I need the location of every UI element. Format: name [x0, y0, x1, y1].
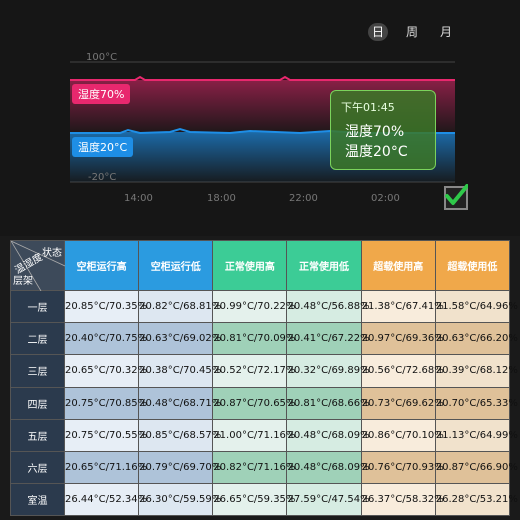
table-cell: 20.85°C/70.35% — [63, 290, 147, 324]
table-cell: 26.65°C/59.35% — [212, 482, 295, 517]
tooltip-temp: 温度20°C — [345, 144, 408, 160]
period-day[interactable]: 日 — [368, 23, 388, 41]
table-cell: 26.37°C/58.32% — [360, 482, 444, 517]
table-cell: 20.82°C/68.81% — [138, 290, 221, 324]
table-row: 二层 20.40°C/70.75% 20.63°C/69.02% 20.81°C/70… — [10, 322, 518, 356]
table-cell: 20.63°C/66.20% — [434, 322, 518, 356]
header-empty-low: 空柜运行低 — [138, 239, 214, 292]
table-cell: 20.97°C/69.36% — [360, 322, 444, 356]
row-label: 六层 — [10, 450, 65, 484]
trend-chart: 100°C -20°C 14:00 18:00 22:00 02:00 — [70, 52, 455, 204]
table-cell: 20.75°C/70.55% — [63, 418, 147, 452]
x-tick-3: 22:00 — [289, 193, 318, 204]
period-selector: 日 周 月 — [368, 23, 456, 41]
table-row: 五层 20.75°C/70.55% 20.85°C/68.57% 21.00°C/71… — [10, 418, 518, 452]
corner-status: 状态 — [42, 248, 62, 259]
table-cell: 20.81°C/70.09% — [212, 322, 295, 356]
tooltip-time: 下午01:45 — [341, 101, 395, 114]
x-tick-1: 14:00 — [124, 193, 153, 204]
table-cell: 26.28°C/53.21% — [434, 482, 518, 517]
table-cell: 20.52°C/72.17% — [212, 354, 295, 388]
temp-tag: 温度20°C — [72, 137, 134, 157]
x-tick-4: 02:00 — [371, 193, 400, 204]
check-icon[interactable] — [444, 184, 468, 210]
period-month[interactable]: 月 — [439, 25, 452, 39]
table-row: 六层 20.65°C/71.16% 20.79°C/69.70% 20.82°C/71… — [10, 450, 518, 484]
chart-panel: 日 周 月 100°C -20°C 14:00 18:00 22:00 02:0… — [0, 0, 520, 236]
humidity-tag: 湿度70% — [72, 84, 131, 104]
table-cell: 20.70°C/65.33% — [434, 386, 518, 420]
header-empty-high: 空柜运行高 — [63, 239, 140, 292]
measurement-table: 状态 温湿度 层架 空柜运行高 空柜运行低 正常使用高 正常使用低 超载使用高 … — [10, 239, 518, 517]
table-cell: 21.38°C/67.41% — [360, 290, 444, 324]
row-label: 五层 — [10, 418, 65, 452]
y-tick-top: 100°C — [86, 52, 117, 63]
corner-shelf: 层架 — [13, 276, 33, 288]
table-cell: 20.99°C/70.22% — [212, 290, 295, 324]
header-overload-low: 超载使用低 — [434, 239, 511, 292]
table-cell: 20.48°C/68.09% — [286, 418, 370, 452]
table-cell: 21.58°C/64.96% — [434, 290, 518, 324]
table-cell: 20.40°C/70.75% — [63, 322, 147, 356]
table-cell: 20.87°C/70.65% — [212, 386, 295, 420]
y-tick-bottom: -20°C — [88, 172, 116, 183]
table-cell: 20.85°C/68.57% — [138, 418, 221, 452]
row-label: 三层 — [10, 354, 65, 388]
table-cell: 20.48°C/68.71% — [138, 386, 221, 420]
tooltip-humidity: 湿度70% — [345, 124, 405, 140]
table-cell: 20.48°C/68.09% — [286, 450, 370, 484]
table-cell: 20.76°C/70.93% — [360, 450, 444, 484]
table-cell: 27.59°C/47.54% — [286, 482, 370, 517]
row-label: 一层 — [10, 290, 65, 324]
table-cell: 26.30°C/59.59% — [138, 482, 221, 517]
table-corner: 状态 温湿度 层架 — [10, 239, 65, 292]
row-label: 室温 — [10, 482, 65, 517]
table-header-row: 状态 温湿度 层架 空柜运行高 空柜运行低 正常使用高 正常使用低 超载使用高 … — [10, 239, 511, 292]
table-cell: 20.65°C/70.32% — [63, 354, 147, 388]
table-cell: 20.48°C/56.88% — [286, 290, 370, 324]
row-label: 二层 — [10, 322, 65, 356]
header-normal-low: 正常使用低 — [286, 239, 362, 292]
table-cell: 20.86°C/70.10% — [360, 418, 444, 452]
period-week[interactable]: 周 — [405, 25, 418, 39]
table-cell: 20.81°C/68.66% — [286, 386, 370, 420]
table-cell: 20.73°C/69.62% — [360, 386, 444, 420]
table-cell: 20.39°C/68.12% — [434, 354, 518, 388]
table-cell: 21.13°C/64.99% — [434, 418, 518, 452]
table-cell: 20.56°C/72.68% — [360, 354, 444, 388]
table-cell: 20.63°C/69.02% — [138, 322, 221, 356]
table-body: 一层 20.85°C/70.35% 20.82°C/68.81% 20.99°C/70… — [10, 290, 518, 517]
table-cell: 26.44°C/52.34% — [63, 482, 147, 517]
table-row: 室温 26.44°C/52.34% 26.30°C/59.59% 26.65°C/59… — [10, 482, 518, 517]
header-normal-high: 正常使用高 — [212, 239, 288, 292]
table-cell: 20.87°C/66.90% — [434, 450, 518, 484]
table-cell: 21.00°C/71.16% — [212, 418, 295, 452]
table-row: 四层 20.75°C/70.85% 20.48°C/68.71% 20.87°C/70… — [10, 386, 518, 420]
table-cell: 20.41°C/67.22% — [286, 322, 370, 356]
table-cell: 20.32°C/69.89% — [286, 354, 370, 388]
header-overload-high: 超载使用高 — [360, 239, 436, 292]
data-tooltip: 下午01:45 湿度70% 温度20°C — [330, 90, 436, 170]
table-cell: 20.65°C/71.16% — [63, 450, 147, 484]
table-cell: 20.38°C/70.45% — [138, 354, 221, 388]
table-row: 一层 20.85°C/70.35% 20.82°C/68.81% 20.99°C/70… — [10, 290, 518, 324]
table-cell: 20.82°C/71.16% — [212, 450, 295, 484]
table-cell: 20.75°C/70.85% — [63, 386, 147, 420]
table-cell: 20.79°C/69.70% — [138, 450, 221, 484]
humidity-line — [70, 75, 455, 81]
table-row: 三层 20.65°C/70.32% 20.38°C/70.45% 20.52°C/72… — [10, 354, 518, 388]
row-label: 四层 — [10, 386, 65, 420]
x-tick-2: 18:00 — [207, 193, 236, 204]
